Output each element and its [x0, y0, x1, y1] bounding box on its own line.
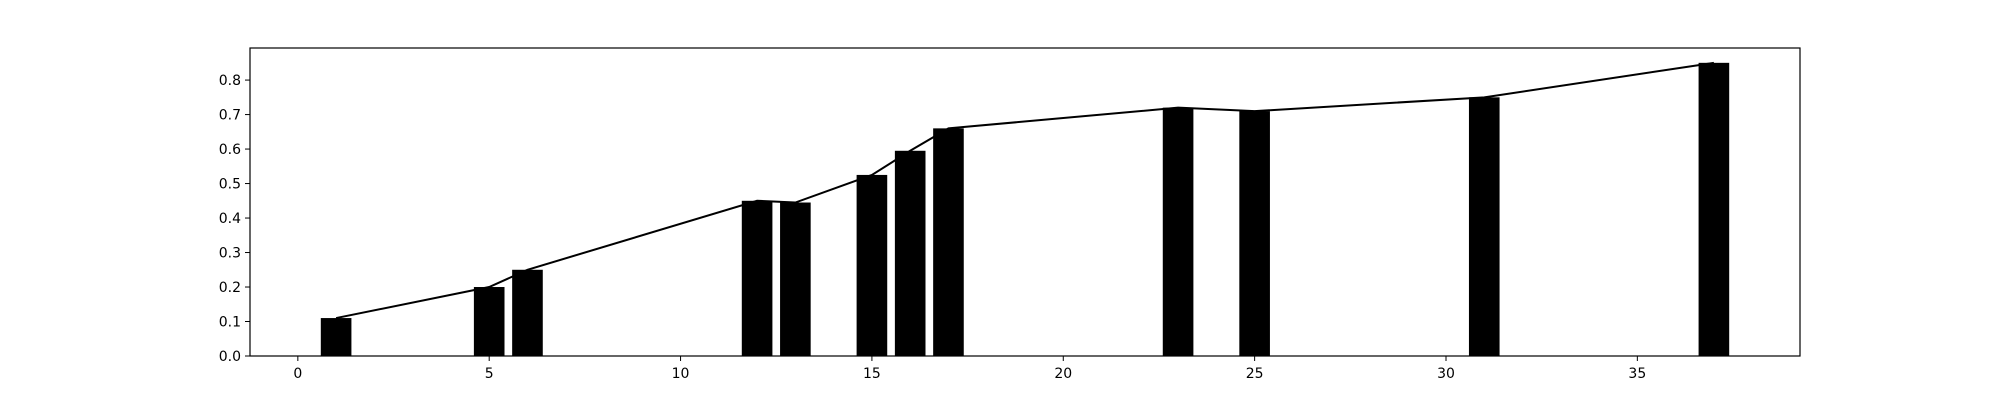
bar — [1698, 62, 1730, 357]
plot-frame — [249, 47, 1801, 357]
bar — [1468, 97, 1500, 357]
x-tick-label: 35 — [1628, 366, 1646, 382]
x-tick-label: 0 — [293, 366, 302, 382]
bar — [512, 269, 543, 356]
y-tick-label: 0.1 — [219, 315, 241, 331]
plot-area — [250, 48, 1800, 356]
bar — [741, 200, 773, 356]
x-tick-label: 10 — [672, 366, 690, 382]
bar — [1162, 107, 1194, 356]
y-tick-label: 0.6 — [219, 142, 241, 158]
x-tick-label: 15 — [863, 366, 881, 382]
x-tick-label: 20 — [1054, 366, 1072, 382]
bar — [473, 287, 505, 356]
bar — [320, 318, 352, 356]
x-tick-label: 25 — [1246, 366, 1264, 382]
x-tick-label: 5 — [485, 366, 494, 382]
series-line — [335, 61, 1715, 320]
bar — [894, 150, 926, 356]
y-tick-label: 0.7 — [219, 108, 241, 124]
y-tick-label: 0.8 — [219, 73, 241, 89]
bar — [1239, 111, 1270, 356]
bar — [780, 202, 811, 356]
x-tick-label: 30 — [1437, 366, 1455, 382]
bar — [933, 128, 964, 356]
y-tick-label: 0.0 — [219, 349, 241, 365]
x-axis: 0 5 10 15 20 25 30 35 — [293, 356, 1646, 382]
line-layer — [335, 61, 1715, 320]
y-tick-label: 0.2 — [219, 280, 241, 296]
bar — [856, 174, 888, 356]
bars-layer — [320, 62, 1730, 357]
y-tick-label: 0.5 — [219, 177, 241, 193]
y-axis: 0.0 0.1 0.2 0.3 0.4 0.5 0.6 0.7 0.8 — [219, 73, 250, 365]
y-tick-label: 0.4 — [219, 211, 241, 227]
y-tick-label: 0.3 — [219, 246, 241, 262]
